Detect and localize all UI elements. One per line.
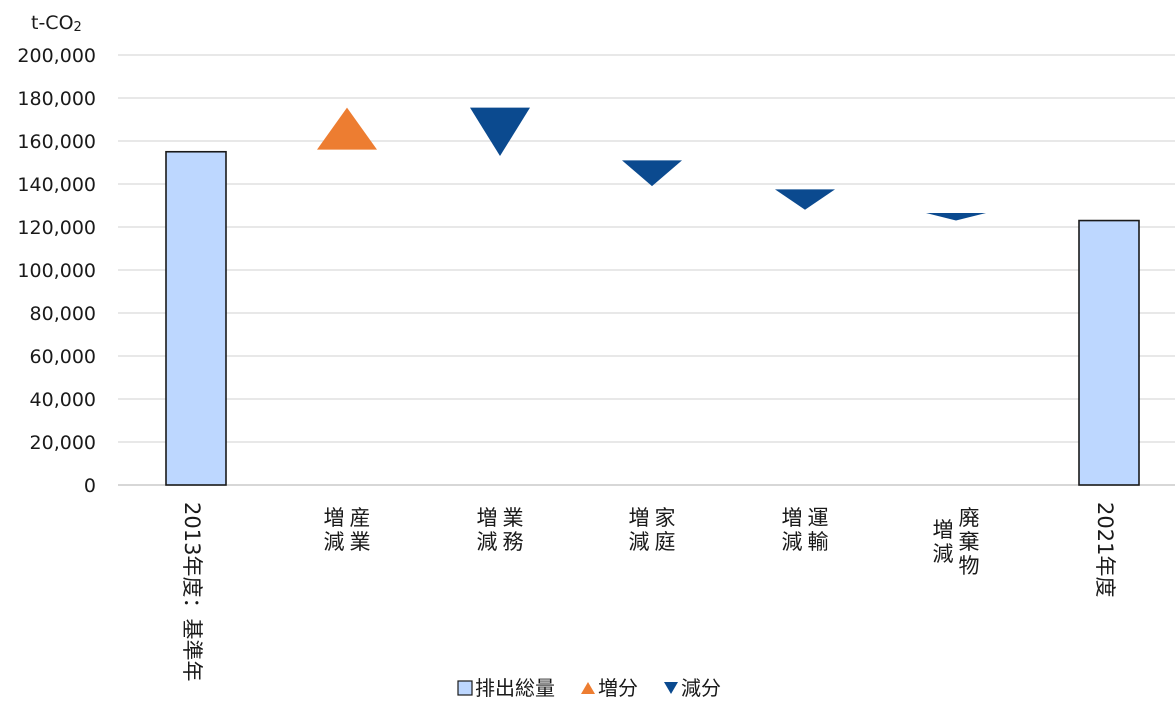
- x-category-label: 家庭: [655, 506, 676, 554]
- y-axis-unit-label: t-CO2: [31, 12, 82, 35]
- increase-triangle: [317, 107, 377, 150]
- legend: 排出総量 増分 減分: [457, 676, 721, 700]
- y-tick-label: 80,000: [30, 303, 96, 325]
- x-category-label: 2013年度：基準年: [180, 502, 204, 681]
- legend-swatch-decrease: [664, 682, 678, 694]
- decrease-triangle: [926, 213, 986, 221]
- x-category-label: 廃棄物: [959, 506, 980, 578]
- gridlines: [118, 54, 1175, 486]
- y-tick-label: 40,000: [30, 389, 96, 411]
- y-tick-label: 180,000: [17, 88, 96, 110]
- legend-label: 減分: [681, 676, 721, 700]
- y-tick-label: 140,000: [17, 174, 96, 196]
- decrease-triangle: [470, 107, 530, 157]
- x-category-label: 増減: [782, 506, 803, 554]
- x-category-label: 増減: [629, 506, 650, 554]
- decrease-triangle: [775, 189, 835, 210]
- x-category-label: 増減: [324, 506, 345, 554]
- x-category-label: 2021年度: [1093, 502, 1117, 597]
- y-tick-label: 0: [84, 475, 96, 497]
- y-tick-label: 120,000: [17, 217, 96, 239]
- y-tick-label: 100,000: [17, 260, 96, 282]
- x-category-label: 運輸: [808, 506, 829, 554]
- legend-swatch-total: [457, 680, 473, 696]
- y-tick-label: 160,000: [17, 131, 96, 153]
- x-category-label: 産業: [350, 506, 371, 554]
- legend-swatch-increase: [581, 682, 595, 694]
- x-category-label: 増減: [933, 518, 954, 566]
- total-emissions-bar: [165, 150, 227, 486]
- legend-label: 増分: [598, 676, 638, 700]
- y-axis: t-CO2 0 20,000 40,000 60,000 80,000 100,000 120…: [17, 12, 96, 497]
- y-tick-label: 60,000: [30, 346, 96, 368]
- x-category-label: 業務: [503, 506, 524, 554]
- total-emissions-bar: [1078, 219, 1140, 486]
- y-tick-label: 200,000: [17, 45, 96, 67]
- chart-marks: [165, 107, 1140, 486]
- x-category-label: 増減: [477, 506, 498, 554]
- y-tick-label: 20,000: [30, 432, 96, 454]
- decrease-triangle: [622, 160, 682, 187]
- legend-label: 排出総量: [475, 676, 555, 700]
